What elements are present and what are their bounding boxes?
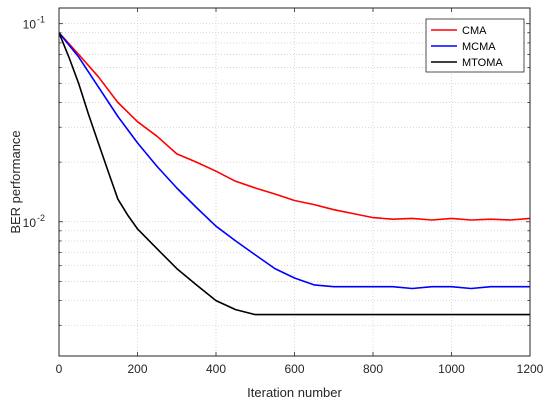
x-tick-label: 200 bbox=[127, 362, 147, 376]
x-tick-label: 0 bbox=[56, 362, 63, 376]
x-axis-label: Iteration number bbox=[247, 385, 342, 400]
legend: CMA MCMA MTOMA bbox=[425, 18, 525, 73]
series-line-cma bbox=[58, 32, 531, 221]
y-tick-labels: 10-110-2 bbox=[23, 15, 45, 230]
y-tick-label: 10 bbox=[23, 18, 37, 32]
grid-lines bbox=[59, 8, 530, 356]
series-line-mcma bbox=[58, 32, 530, 290]
y-tick-exponent: -2 bbox=[37, 213, 45, 223]
legend-label-mcma: MCMA bbox=[462, 41, 496, 53]
legend-label-mtoma: MTOMA bbox=[462, 57, 503, 69]
y-axis-label: BER performance bbox=[8, 130, 23, 233]
x-tick-label: 1000 bbox=[438, 362, 465, 376]
x-tick-label: 1200 bbox=[517, 362, 544, 376]
axis-ticks bbox=[58, 8, 531, 356]
x-tick-label: 600 bbox=[284, 362, 304, 376]
series-lines bbox=[58, 32, 531, 316]
x-tick-label: 400 bbox=[206, 362, 226, 376]
legend-label-cma: CMA bbox=[462, 25, 487, 37]
y-tick-exponent: -1 bbox=[37, 15, 45, 25]
y-tick-label: 10 bbox=[23, 216, 37, 230]
x-tick-labels: 0 200 400 600 800 1000 1200 bbox=[56, 362, 544, 376]
x-tick-label: 800 bbox=[363, 362, 383, 376]
series-line-mtoma bbox=[58, 32, 530, 316]
